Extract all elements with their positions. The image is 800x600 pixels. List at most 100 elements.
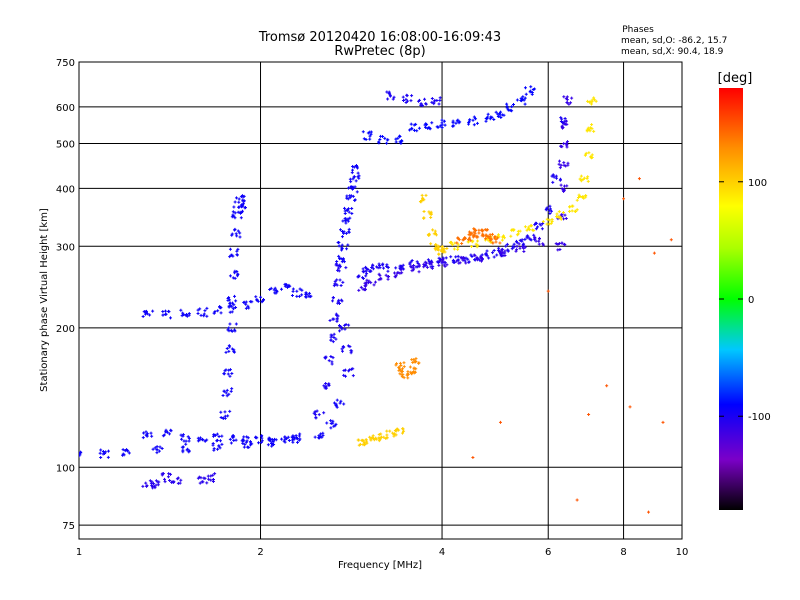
data-point [438, 98, 442, 102]
data-point [73, 457, 76, 460]
data-point [514, 249, 518, 253]
data-point [590, 153, 594, 157]
data-point [338, 329, 342, 333]
data-point [397, 369, 401, 373]
data-point [430, 97, 434, 101]
data-point [346, 217, 350, 221]
data-point [225, 346, 229, 350]
data-point [562, 161, 566, 165]
data-point [460, 241, 464, 245]
data-point [579, 179, 583, 183]
data-point [338, 401, 342, 405]
data-point [550, 209, 554, 213]
phases-line-x: mean, sd,X: 90.4, 18.9 [621, 47, 724, 57]
data-point [560, 241, 564, 245]
data-point [494, 110, 498, 114]
data-point [98, 451, 102, 455]
data-point [343, 327, 347, 331]
data-point [556, 215, 560, 219]
data-point [484, 253, 488, 257]
data-point [521, 243, 525, 247]
data-point [222, 389, 226, 393]
data-point [233, 328, 237, 332]
data-point [378, 273, 382, 277]
data-point [152, 482, 156, 486]
data-point [205, 306, 209, 310]
data-point [400, 367, 404, 371]
data-point [364, 283, 368, 287]
data-point [383, 136, 387, 140]
data-point [217, 444, 221, 448]
colorbar-tick-label: 0 [748, 295, 754, 306]
data-point [372, 283, 376, 287]
data-point [226, 372, 230, 376]
data-point [492, 118, 496, 122]
data-point [352, 165, 356, 169]
data-point [534, 227, 538, 231]
data-point [459, 256, 463, 260]
data-point [484, 119, 488, 123]
data-point [347, 230, 351, 234]
data-point [471, 235, 475, 239]
data-point [219, 311, 223, 315]
data-point [364, 137, 368, 141]
series-spread-band-near-1-8-mhz [219, 194, 247, 420]
data-point [335, 278, 339, 282]
data-point [388, 429, 392, 433]
data-point [468, 233, 472, 237]
data-point [242, 199, 246, 203]
data-point [217, 434, 221, 438]
data-point [144, 430, 148, 434]
data-point [410, 358, 414, 362]
data-point [179, 478, 183, 482]
data-point [269, 441, 273, 445]
data-point [230, 305, 234, 309]
data-point [307, 291, 311, 295]
data-point [246, 304, 250, 308]
data-point [477, 228, 481, 232]
data-point [563, 243, 567, 247]
data-point [496, 112, 500, 116]
data-point [222, 372, 226, 376]
data-point [107, 449, 111, 453]
data-point [456, 254, 460, 258]
data-point [590, 123, 594, 127]
data-point [227, 368, 231, 372]
data-point [232, 205, 236, 209]
data-point [272, 288, 276, 292]
data-point [520, 245, 524, 249]
data-point [354, 163, 358, 167]
data-point [377, 278, 381, 282]
data-point [187, 439, 191, 443]
data-point [592, 96, 596, 100]
data-point [384, 273, 388, 277]
data-point [181, 433, 185, 437]
data-point [388, 93, 392, 97]
data-point [492, 249, 496, 253]
data-point [392, 95, 396, 99]
data-point [342, 345, 346, 349]
data-point [355, 190, 359, 194]
data-point [297, 294, 301, 298]
colorbar-tick-label: -100 [748, 412, 771, 423]
series-x-patch-3-5-mhz [394, 357, 421, 380]
data-point [218, 305, 222, 309]
data-point [187, 313, 191, 317]
data-point [290, 435, 294, 439]
data-point [414, 367, 418, 371]
colorbar-tick-label: 100 [748, 178, 767, 189]
data-point [523, 96, 527, 100]
data-point [586, 126, 590, 130]
data-point [340, 235, 344, 239]
data-point [314, 416, 318, 420]
data-point [457, 261, 461, 265]
data-point [440, 126, 444, 130]
data-point [305, 292, 309, 296]
data-point [394, 137, 398, 141]
data-point [219, 416, 223, 420]
data-point [233, 211, 237, 215]
data-point [164, 312, 168, 316]
data-point [412, 123, 416, 127]
data-point [475, 255, 479, 259]
data-point [558, 166, 562, 170]
